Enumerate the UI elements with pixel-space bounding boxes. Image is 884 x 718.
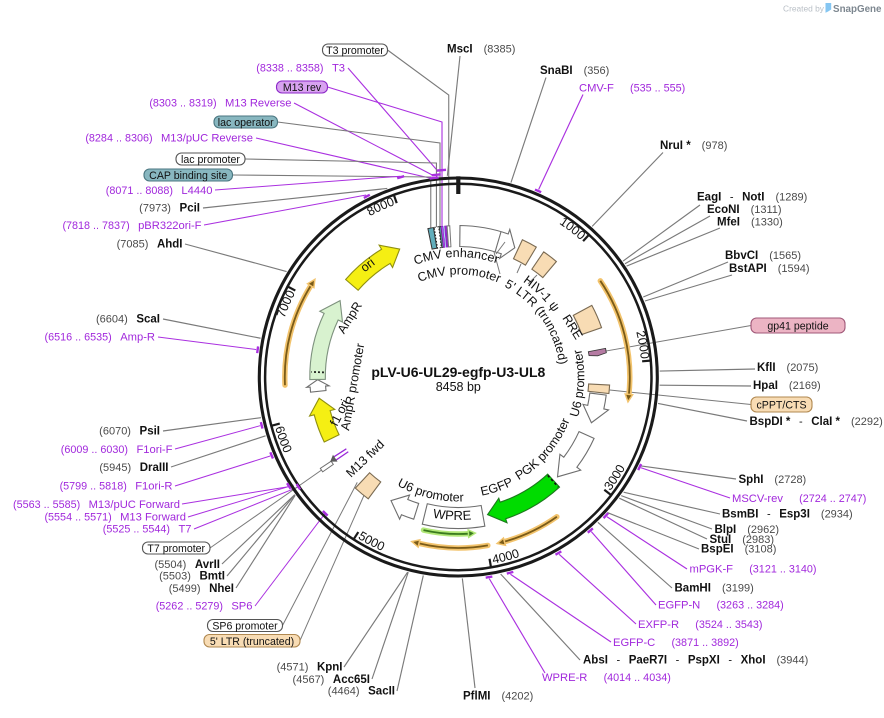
svg-text:NruI * (978): NruI * (978) (660, 140, 727, 152)
svg-text:8458 bp: 8458 bp (436, 380, 481, 394)
svg-text:(6070) PsiI: (6070) PsiI (99, 426, 160, 438)
svg-text:BsmBI - Esp3I (2934): BsmBI - Esp3I (2934) (722, 509, 853, 521)
svg-text:(6604) ScaI: (6604) ScaI (96, 314, 160, 326)
svg-text:T3 promoter: T3 promoter (326, 45, 384, 57)
svg-text:mPGK-F (3121 .. 3140): mPGK-F (3121 .. 3140) (690, 564, 817, 576)
svg-text:BspEI (3108): BspEI (3108) (701, 544, 776, 556)
svg-text:(5525 .. 5544) T7: (5525 .. 5544) T7 (103, 524, 192, 536)
svg-text:Created by: Created by (783, 4, 825, 14)
svg-text:AbsI - PaeR7I - PspXI -: AbsI - PaeR7I - PspXI - XhoI (3944) (583, 655, 808, 667)
svg-text:lac promoter: lac promoter (181, 154, 240, 166)
svg-text:(8303 .. 8319) M13 Reverse: (8303 .. 8319) M13 Reverse (149, 98, 291, 110)
svg-text:gp41 peptide: gp41 peptide (767, 321, 828, 333)
svg-text:BbvCI (1565): BbvCI (1565) (725, 250, 801, 262)
svg-text:5' LTR (truncated): 5' LTR (truncated) (210, 636, 294, 648)
svg-text:cPPT/CTS: cPPT/CTS (756, 400, 806, 412)
svg-text:(6009 .. 6030) F1ori-F: (6009 .. 6030) F1ori-F (61, 444, 173, 456)
svg-text:EcoNI (1311): EcoNI (1311) (707, 204, 782, 216)
svg-text:HpaI (2169): HpaI (2169) (753, 380, 821, 392)
svg-text:BspDI * - ClaI * (2292): BspDI * - ClaI * (2292) (750, 416, 883, 428)
svg-text:(7085) AhdI: (7085) AhdI (117, 239, 183, 251)
svg-text:SP6 promoter: SP6 promoter (212, 621, 278, 633)
svg-text:KflI (2075): KflI (2075) (757, 362, 818, 374)
svg-text:MfeI (1330): MfeI (1330) (717, 217, 783, 229)
svg-text:(8338 .. 8358) T3: (8338 .. 8358) T3 (256, 63, 345, 75)
svg-text:(5262 .. 5279) SP6: (5262 .. 5279) SP6 (156, 601, 253, 613)
svg-text:WPRE: WPRE (432, 506, 472, 523)
svg-text:MscI (8385): MscI (8385) (447, 44, 515, 56)
svg-text:SphI (2728): SphI (2728) (739, 474, 807, 486)
svg-text:lac operator: lac operator (218, 117, 274, 129)
svg-text:(5503) BmtI: (5503) BmtI (159, 571, 225, 583)
svg-text:(5799 .. 5818) F1ori-R: (5799 .. 5818) F1ori-R (60, 481, 173, 493)
svg-text:PflMI (4202): PflMI (4202) (463, 691, 533, 703)
svg-text:MSCV-rev (2724 .. 2747): MSCV-rev (2724 .. 2747) (732, 493, 866, 505)
svg-text:M13 rev: M13 rev (283, 82, 322, 94)
svg-text:WPRE-R (4014 .. 4034): WPRE-R (4014 .. 4034) (542, 672, 671, 684)
svg-text:BstAPI (1594): BstAPI (1594) (729, 263, 810, 275)
svg-text:EXFP-R (3524 .. 3543): EXFP-R (3524 .. 3543) (638, 619, 762, 631)
svg-text:(7973) PciI: (7973) PciI (139, 203, 200, 215)
svg-text:SnaBI (356): SnaBI (356) (540, 65, 609, 77)
svg-text:pLV-U6-UL29-egfp-U3-UL8: pLV-U6-UL29-egfp-U3-UL8 (371, 364, 545, 380)
svg-text:SnapGene: SnapGene (833, 4, 882, 15)
svg-text:EGFP-C (3871 .. 3892): EGFP-C (3871 .. 3892) (613, 637, 739, 649)
svg-text:(5945) DraIII: (5945) DraIII (99, 462, 168, 474)
svg-text:(5504) AvrII: (5504) AvrII (155, 559, 221, 571)
svg-text:CAP binding site: CAP binding site (149, 170, 227, 182)
svg-text:EagI - NotI (1289): EagI - NotI (1289) (697, 192, 807, 204)
svg-text:(5499) NheI: (5499) NheI (169, 583, 234, 595)
svg-text:(4464) SacII: (4464) SacII (328, 686, 395, 698)
svg-text:(4567) Acc65I: (4567) Acc65I (293, 674, 370, 686)
svg-text:(5554 .. 5571) M13 Forward: (5554 .. 5571) M13 Forward (44, 512, 186, 524)
svg-text:(8071 .. 8088) L4440: (8071 .. 8088) L4440 (106, 185, 213, 197)
svg-text:(4571) KpnI: (4571) KpnI (277, 662, 343, 674)
svg-text:(5563 .. 5585) M13/pUC Forwar: (5563 .. 5585) M13/pUC Forward (13, 499, 180, 511)
svg-text:(6516 .. 6535) Amp-R: (6516 .. 6535) Amp-R (45, 332, 155, 344)
svg-text:T7 promoter: T7 promoter (147, 543, 205, 555)
svg-text:(8284 .. 8306) M13/pUC Revers: (8284 .. 8306) M13/pUC Reverse (85, 133, 253, 145)
svg-text:EGFP-N (3263 .. 3284): EGFP-N (3263 .. 3284) (658, 600, 784, 612)
svg-text:(7818 .. 7837) pBR322ori-F: (7818 .. 7837) pBR322ori-F (62, 220, 201, 232)
svg-text:BamHI (3199): BamHI (3199) (675, 583, 754, 595)
svg-text:CMV-F (535 .. 555): CMV-F (535 .. 555) (579, 83, 685, 95)
